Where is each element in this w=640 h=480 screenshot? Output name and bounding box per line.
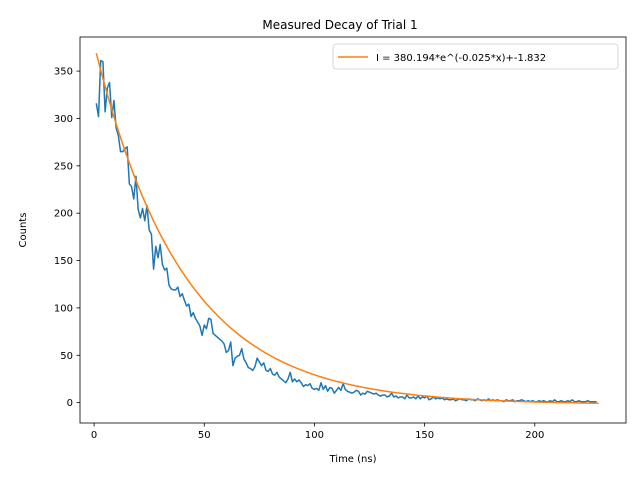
- plot-area: [95, 52, 599, 404]
- y-axis-label: Counts: [18, 213, 29, 248]
- y-tick-label: 250: [54, 161, 73, 172]
- y-axis-ticks: 0 50 100 150 200 250 300 350: [54, 67, 80, 409]
- y-tick-label: 50: [60, 351, 73, 362]
- x-tick-label: 50: [198, 430, 211, 441]
- legend-fit-label: I = 380.194*e^(-0.025*x)+-1.832: [376, 53, 546, 64]
- y-tick-label: 0: [67, 398, 73, 409]
- x-tick-label: 150: [415, 430, 434, 441]
- plot-frame: [79, 36, 627, 424]
- measured-series-line: [95, 59, 597, 403]
- x-axis-label: Time (ns): [328, 454, 376, 465]
- x-tick-label: 100: [305, 430, 324, 441]
- y-tick-label: 150: [54, 256, 73, 267]
- legend: I = 380.194*e^(-0.025*x)+-1.832: [332, 43, 619, 70]
- legend-box: [332, 43, 619, 70]
- chart-title: Measured Decay of Trial 1: [262, 18, 417, 32]
- x-tick-label: 0: [91, 430, 97, 441]
- y-tick-label: 350: [54, 67, 73, 78]
- x-axis-ticks: 0 50 100 150 200: [91, 423, 544, 441]
- y-tick-label: 200: [54, 209, 73, 220]
- y-tick-label: 100: [54, 303, 73, 314]
- axes: [79, 36, 627, 424]
- y-tick-label: 300: [54, 114, 73, 125]
- fit-series-line: [95, 52, 599, 404]
- x-tick-label: 200: [525, 430, 544, 441]
